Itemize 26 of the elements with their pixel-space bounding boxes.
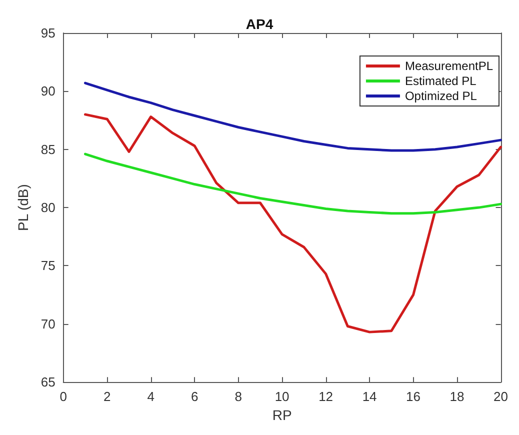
x-tick-label: 8 — [234, 389, 242, 404]
chart-title: AP4 — [246, 16, 274, 32]
y-tick-label: 70 — [40, 316, 56, 332]
x-tick-label: 4 — [147, 389, 154, 404]
line-series — [84, 113, 502, 334]
y-tick-label: 90 — [40, 84, 56, 99]
legend-label: Optimized PL — [404, 89, 478, 103]
x-tick-label: 2 — [103, 389, 111, 404]
legend-label: Estimated PL — [404, 74, 477, 88]
y-tick-label: 75 — [40, 258, 56, 274]
line-series — [84, 152, 502, 215]
x-tick-label: 12 — [318, 389, 334, 404]
x-axis-title: RP — [272, 407, 292, 423]
y-tick-label: 85 — [40, 142, 56, 157]
y-tick-label: 80 — [40, 200, 56, 216]
x-tick-label: 10 — [274, 389, 290, 404]
x-tick-label: 16 — [406, 389, 421, 404]
y-tick-label: 65 — [40, 374, 56, 390]
x-tick-label: 20 — [494, 389, 508, 404]
x-tick-label: 18 — [450, 389, 464, 404]
x-tick-label: 0 — [60, 389, 67, 404]
y-axis-title: PL (dB) — [15, 184, 31, 232]
x-tick-label: 14 — [362, 389, 377, 404]
x-tick-label: 6 — [190, 389, 198, 404]
y-tick-label: 95 — [40, 26, 56, 40]
legend-label: MeasurementPL — [404, 59, 494, 73]
